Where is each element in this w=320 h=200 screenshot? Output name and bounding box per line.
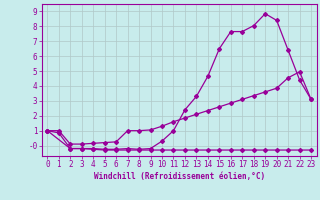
X-axis label: Windchill (Refroidissement éolien,°C): Windchill (Refroidissement éolien,°C) (94, 172, 265, 181)
